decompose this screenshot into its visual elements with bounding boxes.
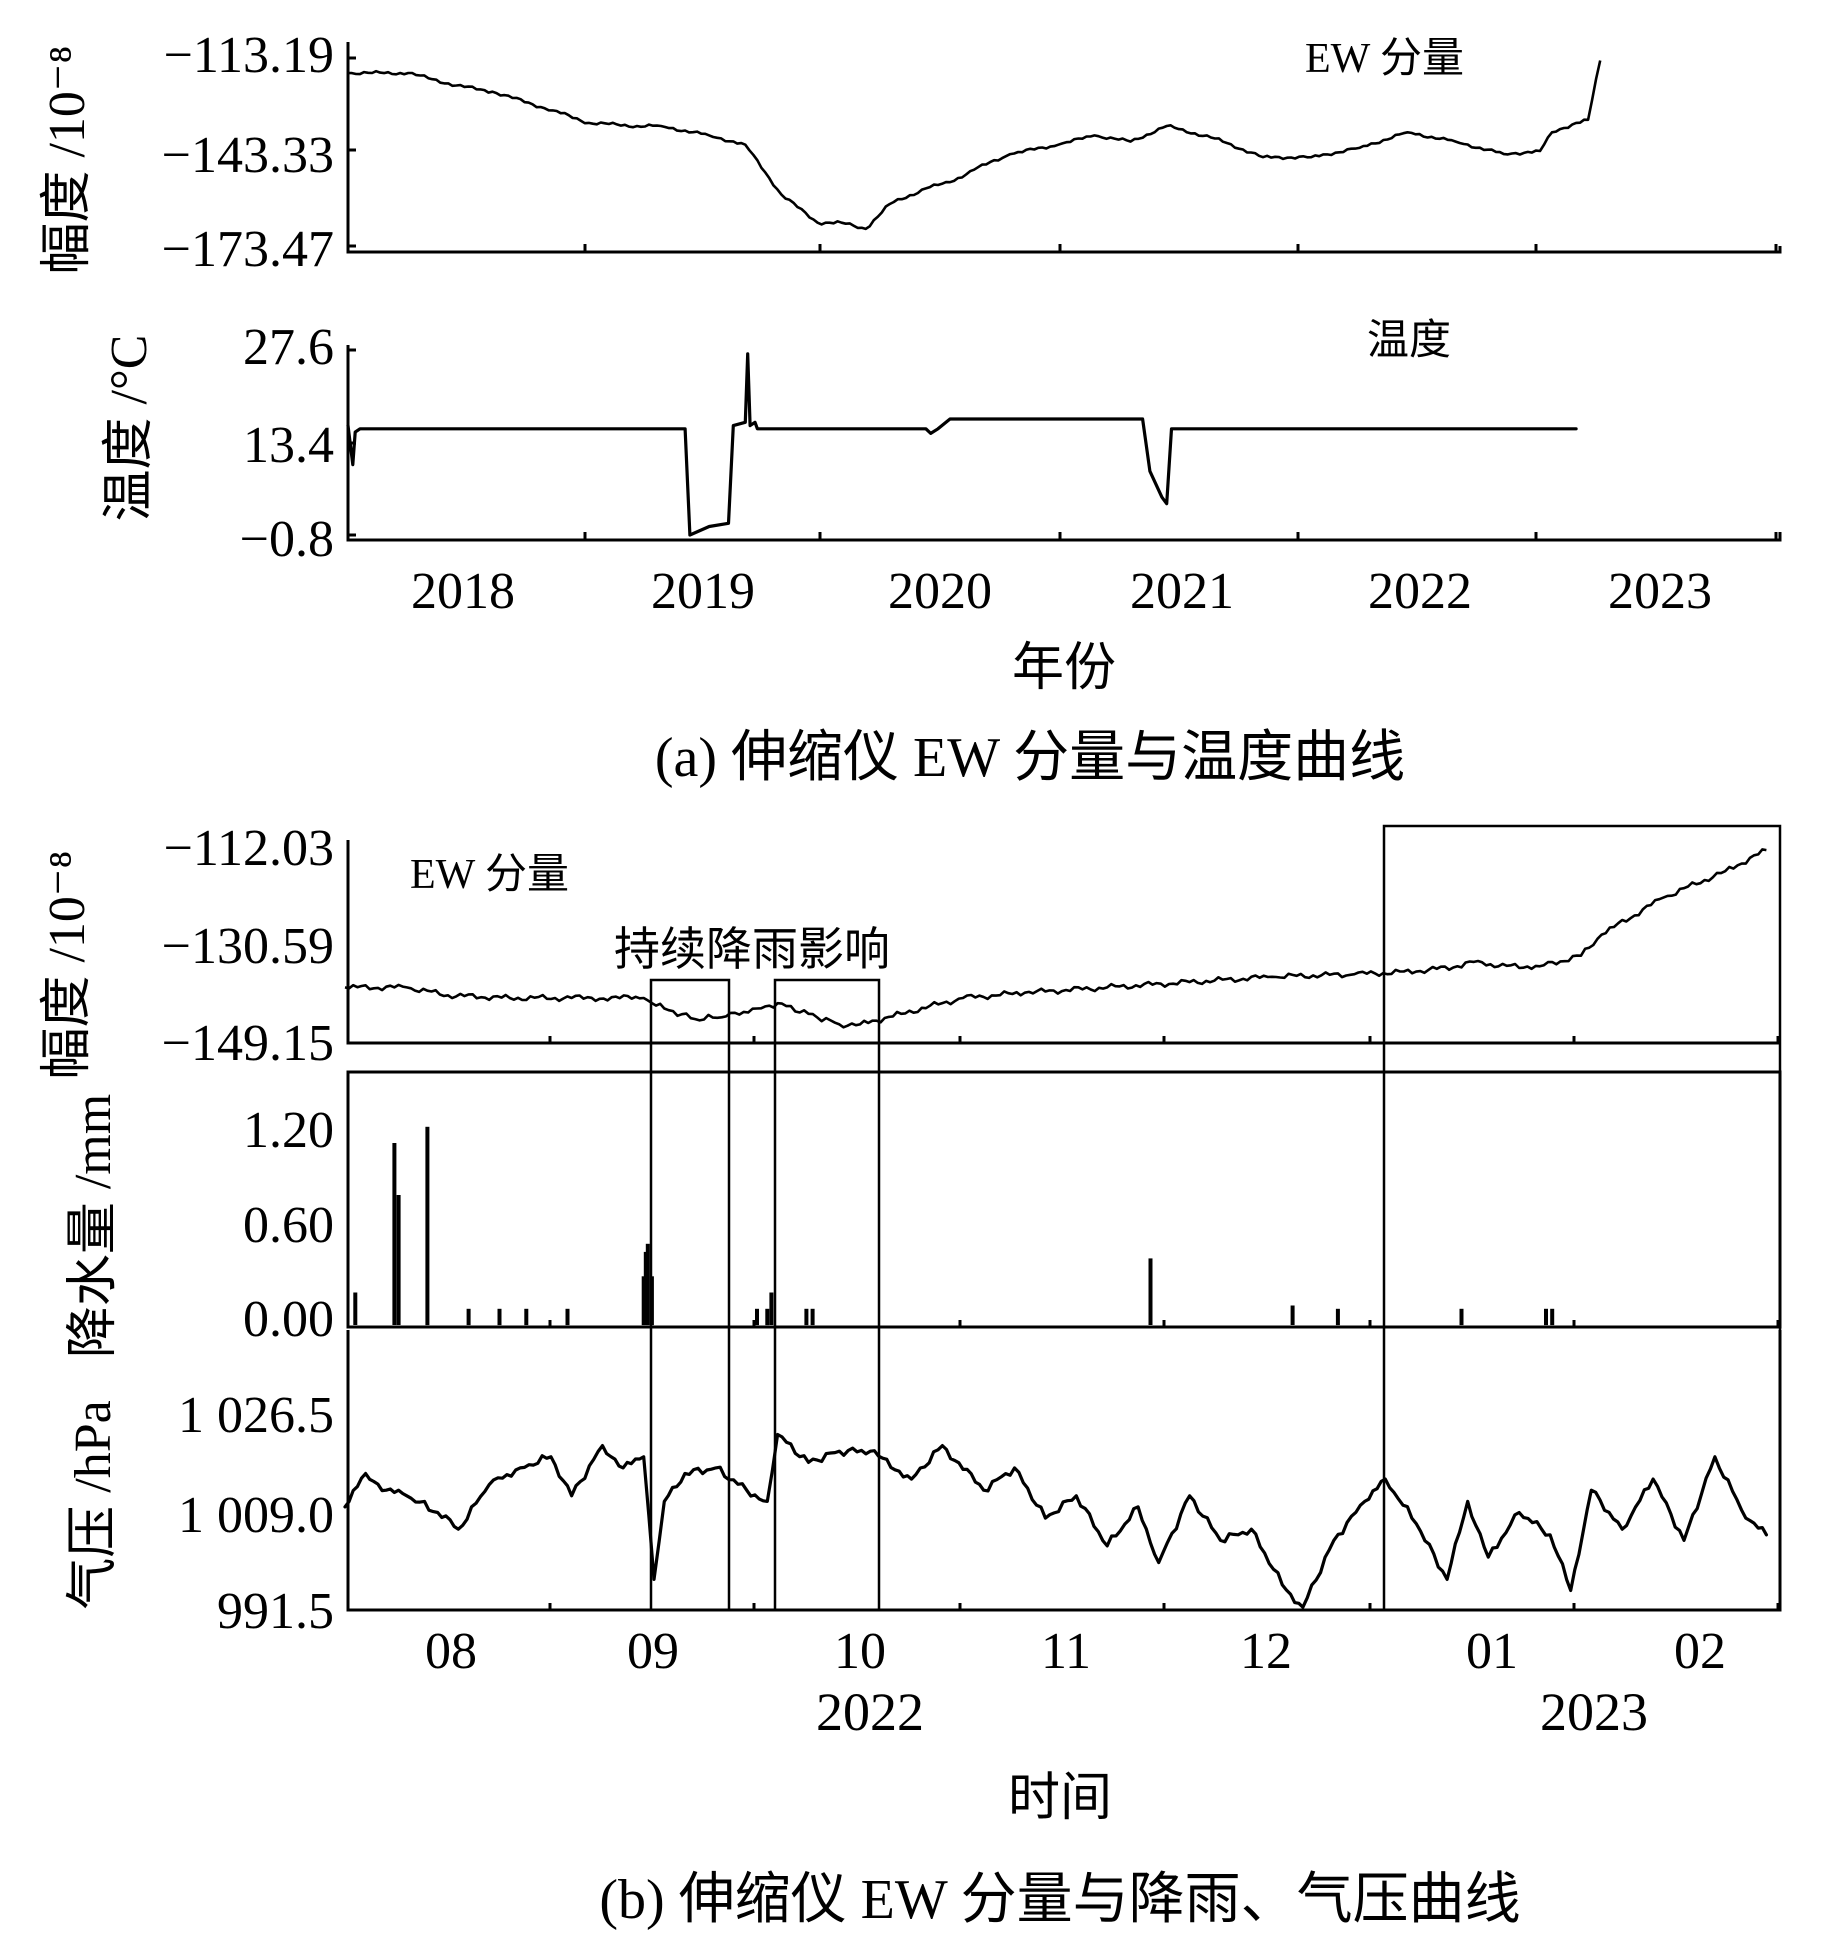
a-xtick-label: 2018 [411,563,515,620]
b-pressure-ytick-2: 991.5 [217,1583,334,1640]
a-ew-ylabel: 幅度 /10⁻⁸ [39,45,96,274]
b-xtick-label: 11 [1041,1623,1091,1680]
rain-bar [396,1195,401,1325]
rain-bar [810,1308,815,1326]
a-temp-ytick-2: −0.8 [240,511,334,568]
b-pressure-ytick-0: 1 026.5 [178,1387,334,1444]
panel-b-pressure-subplot: 1 026.5 1 009.0 991.5 气压 /hPa [65,1330,1782,1640]
b-ew-frame [346,840,1780,1045]
a-temp-series-label: 温度 [1367,318,1451,364]
b-rain-ylabel: 降水量 /mm [65,1094,122,1358]
rain-bar [769,1292,774,1325]
b-xtick-label: 02 [1674,1623,1726,1680]
a-xtick-label: 2021 [1130,563,1234,620]
a-x-tick-labels: 2018 2019 2020 2021 2022 2023 [411,563,1712,620]
rain-influence-box-1 [649,978,731,1612]
rain-bar [755,1308,759,1326]
b-pressure-ylabel: 气压 /hPa [65,1400,122,1609]
a-ew-series-label: EW 分量 [1305,36,1464,82]
b-year-label-2023: 2023 [1540,1682,1648,1742]
rain-bar [1290,1305,1295,1325]
rain-bar [1335,1308,1340,1326]
rain-bar [1544,1308,1548,1326]
b-rain-frame [346,1070,1782,1329]
a-xlabel: 年份 [1012,640,1116,697]
rain-influence-box-2 [773,978,881,1612]
b-xtick-label: 08 [425,1623,477,1680]
a-temp-ytick-1: 13.4 [243,417,334,474]
b-rain-x-ticks [548,1320,1780,1327]
rain-bar [1550,1308,1555,1326]
b-ew-x-ticks [548,1036,1780,1043]
b-x-tick-labels: 08 09 10 11 12 01 02 [425,1623,1726,1680]
panel-a-ew-subplot: −113.19 −143.33 −173.47 幅度 /10⁻⁸ EW 分量 [39,27,1782,278]
b-caption: (b) 伸缩仪 EW 分量与降雨、气压曲线 [599,1869,1520,1931]
rain-bar [565,1308,570,1326]
a-ew-ytick-0: −113.19 [164,27,334,84]
b-xtick-label: 12 [1240,1623,1292,1680]
a-ew-series-line [347,60,1602,231]
rain-bar [392,1143,397,1325]
a-xtick-label: 2022 [1368,563,1472,620]
rain-bar [645,1243,650,1326]
rain-bar [641,1276,646,1326]
a-caption: (a) 伸缩仪 EW 分量与温度曲线 [655,727,1405,789]
a-ew-ytick-2: −173.47 [162,221,334,278]
rain-bar [353,1292,358,1325]
rain-influence-annotation: 持续降雨影响 [614,924,890,975]
b-xlabel: 时间 [1008,1770,1112,1827]
panel-b-ew-subplot: −112.03 −130.59 −149.15 幅度 /10⁻⁸ EW 分量 持… [39,820,1780,1080]
rain-bar [765,1308,770,1326]
b-rain-ytick-2: 0.00 [243,1291,334,1348]
panel-a: −113.19 −143.33 −173.47 幅度 /10⁻⁸ EW 分量 2… [39,27,1782,789]
b-ew-series-line [344,848,1767,1029]
a-ew-y-ticks [348,56,356,248]
b-rain-ytick-0: 1.20 [243,1102,334,1159]
rain-bar [524,1308,529,1326]
rain-bar [1459,1308,1464,1326]
a-temp-frame [346,345,1782,542]
panel-b: −112.03 −130.59 −149.15 幅度 /10⁻⁸ EW 分量 持… [39,820,1782,1931]
a-ew-frame [346,42,1782,254]
rain-bar [425,1126,430,1326]
b-ew-ytick-0: −112.03 [164,820,334,877]
a-temp-ylabel: 温度 /°C [101,335,158,522]
b-xtick-label: 09 [627,1623,679,1680]
panel-a-temp-subplot: 27.6 13.4 −0.8 温度 /°C 温度 [101,318,1782,568]
rain-bar [804,1308,809,1326]
b-ew-ytick-1: −130.59 [162,918,334,975]
b-pressure-ytick-1: 1 009.0 [178,1487,334,1544]
a-xtick-label: 2019 [651,563,755,620]
b-xtick-label: 01 [1466,1623,1518,1680]
a-temp-series-line [346,352,1578,537]
b-highlight-boxes [649,824,1782,1612]
b-pressure-series-line [343,1432,1768,1609]
b-rain-bars [353,1126,1555,1326]
rain-bar [466,1308,471,1326]
a-xtick-label: 2023 [1608,563,1712,620]
rain-bar [497,1308,502,1326]
rain-bar [1148,1258,1153,1325]
a-temp-ytick-0: 27.6 [243,319,334,376]
b-rain-ytick-1: 0.60 [243,1197,334,1254]
b-ew-series-label: EW 分量 [410,852,569,898]
panel-b-rain-subplot: 1.20 0.60 0.00 降水量 /mm [65,1070,1782,1358]
a-xtick-label: 2020 [888,563,992,620]
b-xtick-label: 10 [834,1623,886,1680]
period-2023-box [1382,824,1782,1612]
b-ew-ytick-2: −149.15 [162,1015,334,1072]
b-ew-ylabel: 幅度 /10⁻⁸ [39,850,96,1079]
b-year-label-2022: 2022 [816,1682,924,1742]
a-ew-ytick-1: −143.33 [162,127,334,184]
